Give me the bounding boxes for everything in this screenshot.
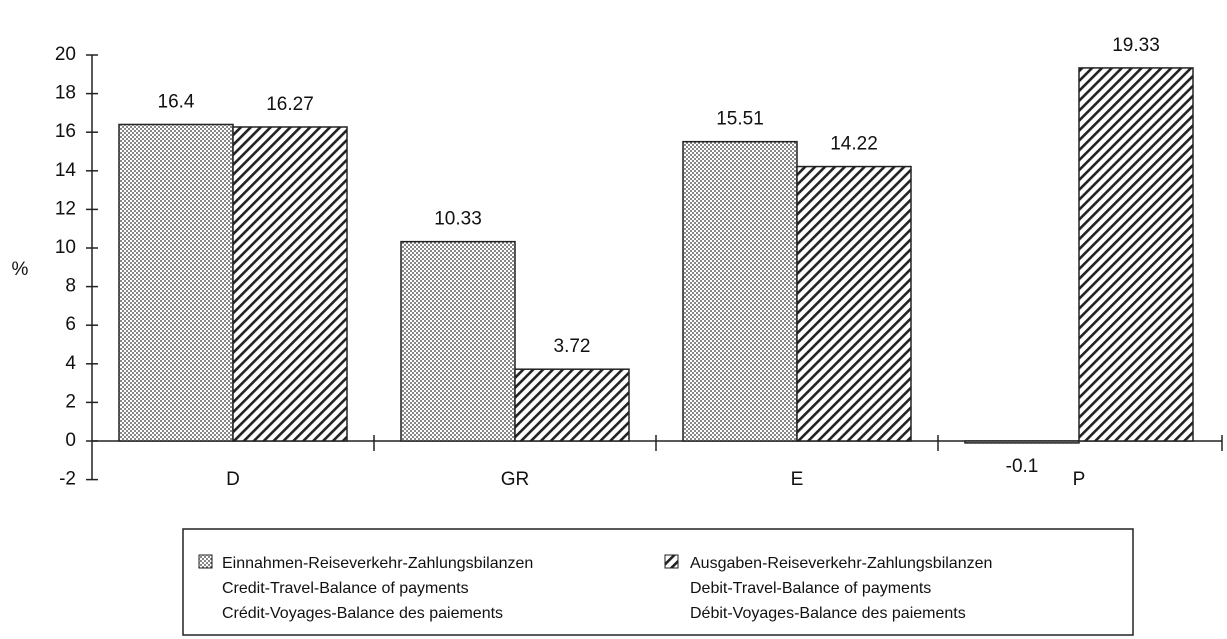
y-tick-label: 0 [65, 430, 76, 451]
bar [796, 165, 912, 442]
legend-swatch [198, 554, 213, 569]
y-tick-label: 16 [55, 121, 76, 142]
y-tick-label: 14 [55, 160, 77, 181]
bar [118, 123, 234, 442]
bar [1078, 67, 1194, 442]
y-tick-label: -2 [59, 469, 76, 490]
y-tick-label: 2 [65, 391, 76, 412]
legend-label: Ausgaben-Reiseverkehr-Zahlungsbilanzen D… [690, 555, 993, 622]
y-tick-label: 20 [55, 44, 76, 65]
y-tick-label: 18 [55, 83, 76, 104]
x-tick-label: GR [501, 469, 530, 490]
data-label: 19.33 [1112, 35, 1160, 56]
y-tick-label: 4 [65, 353, 76, 374]
data-label: 16.27 [266, 94, 314, 115]
y-tick-label: 10 [55, 237, 76, 258]
data-label: 16.4 [158, 91, 195, 112]
x-tick-label: P [1073, 469, 1086, 490]
data-label: 14.22 [830, 134, 878, 155]
bar [400, 240, 516, 442]
legend-box [182, 528, 1134, 636]
x-tick-label: E [791, 469, 804, 490]
data-label: 15.51 [716, 109, 764, 130]
bar [964, 440, 1080, 444]
bar [232, 126, 348, 442]
bar [682, 140, 798, 442]
data-label: -0.1 [1006, 456, 1039, 477]
bar [514, 368, 630, 442]
data-label: 10.33 [434, 209, 482, 230]
y-tick-label: 12 [55, 198, 76, 219]
y-axis-label: % [12, 259, 29, 280]
y-tick-label: 8 [65, 276, 76, 297]
x-tick-label: D [226, 469, 240, 490]
legend-swatch [664, 554, 679, 569]
y-tick-label: 6 [65, 314, 76, 335]
legend-label: Einnahmen-Reiseverkehr-Zahlungsbilanzen … [222, 555, 534, 622]
data-label: 3.72 [554, 336, 591, 357]
